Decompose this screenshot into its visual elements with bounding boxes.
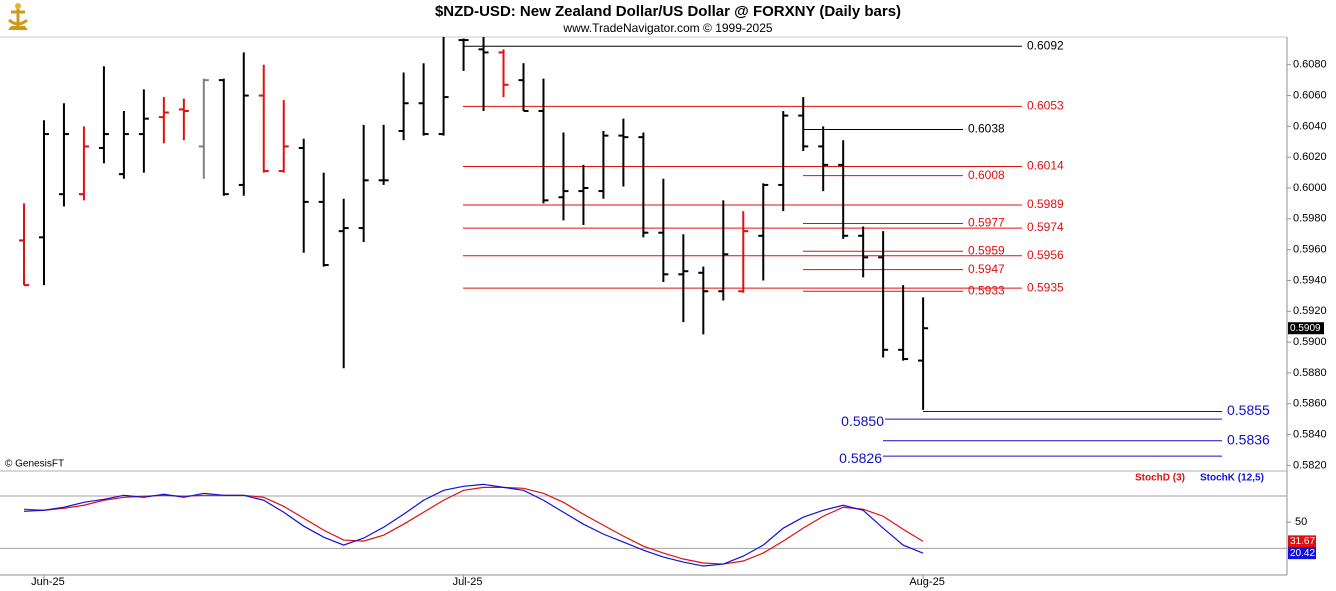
y-tick-label: 0.5960 [1293, 244, 1327, 256]
last-value-label: 0.5909 [1290, 323, 1321, 334]
last-value-box [1288, 547, 1316, 560]
y-tick-label: 0.5860 [1293, 398, 1327, 410]
source-note: © GenesisFT [5, 459, 64, 470]
level-label: 0.6092 [1027, 38, 1064, 52]
y-tick-label: 0.5920 [1293, 305, 1327, 317]
y-tick-label: 0.6000 [1293, 182, 1327, 194]
level-label: 0.6008 [968, 168, 1005, 182]
chart-subtitle: www.TradeNavigator.com © 1999-2025 [562, 21, 772, 35]
y-tick-label: 0.5880 [1293, 367, 1327, 379]
y-tick-label: 0.5980 [1293, 213, 1327, 225]
level-label: 0.5989 [1027, 197, 1064, 211]
logo [8, 3, 28, 30]
last-value-box [1288, 535, 1316, 548]
level-label: 0.6053 [1027, 99, 1064, 113]
y-tick-label: 0.5940 [1293, 274, 1327, 286]
y-tick-label: 0.6020 [1293, 151, 1327, 163]
x-tick-label: Jun-25 [31, 576, 65, 588]
level-label: 0.5826 [839, 450, 882, 466]
legend-label: StochD (3) [1135, 473, 1185, 484]
level-label: 0.5947 [968, 262, 1005, 276]
last-value-label: 20.42 [1290, 548, 1315, 559]
level-label: 0.5974 [1027, 220, 1064, 234]
y-tick-label: 0.5900 [1293, 336, 1327, 348]
chart-title: $NZD-USD: New Zealand Dollar/US Dollar @… [435, 3, 901, 20]
y-tick-label: 0.6040 [1293, 120, 1327, 132]
y-tick-label: 0.5820 [1293, 459, 1327, 471]
level-label: 0.5855 [1227, 402, 1270, 418]
x-tick-label: Jul-25 [453, 576, 483, 588]
level-label: 0.6038 [968, 122, 1005, 136]
y-tick-label: 0.5840 [1293, 428, 1327, 440]
x-tick-label: Aug-25 [909, 576, 944, 588]
y-tick-label: 0.6060 [1293, 89, 1327, 101]
level-label: 0.5977 [968, 216, 1005, 230]
last-value-label: 31.67 [1290, 536, 1315, 547]
level-label: 0.5935 [1027, 280, 1064, 294]
stoch-line [23, 483, 924, 567]
legend-label: StochK (12,5) [1200, 473, 1264, 484]
y-tick-label: 50 [1295, 516, 1307, 528]
level-label: 0.5836 [1227, 431, 1270, 447]
last-value-box [1288, 322, 1324, 335]
level-label: 0.5850 [841, 413, 884, 429]
level-label: 0.5933 [968, 283, 1005, 297]
y-tick-label: 0.6080 [1293, 59, 1327, 71]
level-label: 0.6014 [1027, 159, 1064, 173]
level-label: 0.5959 [968, 243, 1005, 257]
level-label: 0.5956 [1027, 248, 1064, 262]
